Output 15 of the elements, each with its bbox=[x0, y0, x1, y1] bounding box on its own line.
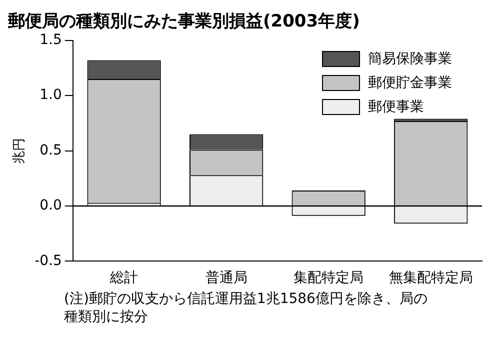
y-axis-title: 兆円 bbox=[12, 138, 28, 164]
x-tick-label: 集配特定局 bbox=[294, 270, 364, 286]
x-tick-label: 普通局 bbox=[205, 269, 248, 286]
y-tick-label: 1.5 bbox=[40, 32, 62, 48]
x-tick-label: 無集配特定局 bbox=[388, 270, 473, 286]
legend-label: 郵便事業 bbox=[368, 98, 424, 116]
chart-title: 郵便局の種類別にみた事業別損益(2003年度) bbox=[7, 12, 360, 32]
text: (注)郵貯の収支から信託運用益1兆1586億円を除き、局の種類別に按分 bbox=[63, 290, 428, 326]
y-tick-label: 0.0 bbox=[40, 198, 62, 214]
legend-label: 郵便貯金事業 bbox=[368, 74, 452, 92]
y-tick-label: 1.0 bbox=[40, 87, 62, 104]
legend-label: 簡易保険事業 bbox=[368, 50, 452, 68]
x-tick-label: 総計 bbox=[109, 270, 138, 286]
y-tick-label: -0.5 bbox=[34, 252, 62, 269]
y-tick-label: 0.5 bbox=[40, 142, 62, 158]
